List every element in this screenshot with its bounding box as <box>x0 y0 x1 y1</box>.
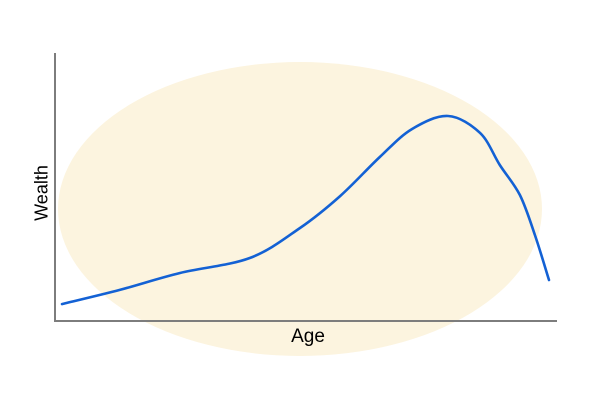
background-ellipse <box>58 62 542 356</box>
wealth-curve <box>60 114 551 306</box>
x-axis-label: Age <box>291 326 325 347</box>
y-axis-label: Wealth <box>31 165 52 221</box>
